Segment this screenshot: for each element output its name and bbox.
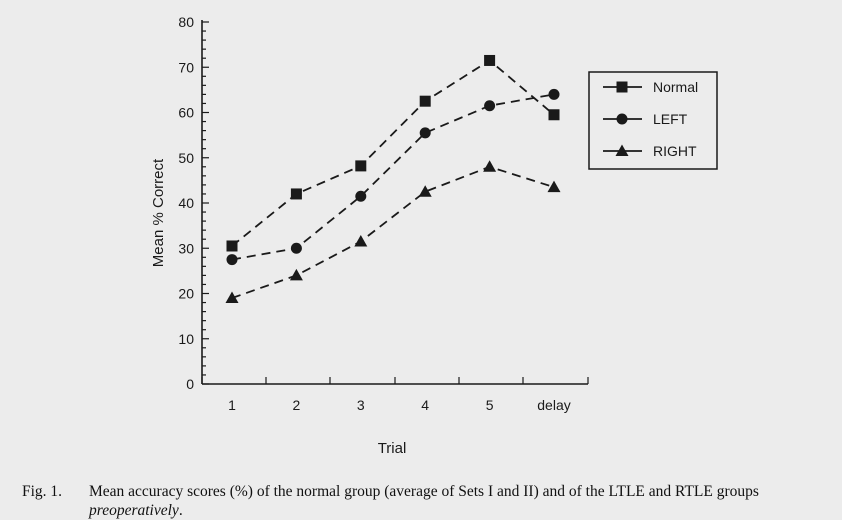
legend-label-normal: Normal <box>653 79 698 95</box>
legend-label-left: LEFT <box>653 111 688 127</box>
legend-box <box>588 71 718 170</box>
data-point-left <box>226 254 238 266</box>
y-tick-label: 80 <box>178 14 194 30</box>
x-tick-label: 2 <box>293 397 301 413</box>
x-tick-label: 5 <box>486 397 494 413</box>
data-point-left <box>419 127 431 139</box>
data-point-left <box>484 100 496 112</box>
x-axis-title: Trial <box>378 440 407 457</box>
caption-number: Fig. 1. <box>22 483 63 500</box>
x-tick-label: 3 <box>357 397 365 413</box>
data-point-left <box>548 88 560 100</box>
series-normal <box>226 54 560 252</box>
y-tick-label: 50 <box>178 150 194 166</box>
y-tick-label: 10 <box>178 331 194 347</box>
x-tick-label: delay <box>537 397 570 413</box>
y-tick-label: 0 <box>186 376 194 392</box>
series-line-left <box>231 93 555 261</box>
data-point-normal <box>548 109 560 121</box>
y-tick-label: 30 <box>178 240 194 256</box>
data-point-right <box>225 291 239 304</box>
data-point-normal <box>290 188 302 200</box>
caption-text: Mean accuracy scores (%) of the normal g… <box>89 482 839 520</box>
data-point-left <box>355 190 367 202</box>
data-point-right <box>354 234 368 247</box>
y-tick-label: 60 <box>178 105 194 121</box>
y-axis-title: Mean % Correct <box>150 158 167 267</box>
y-tick-label: 70 <box>178 59 194 75</box>
caption-text-main: Mean accuracy scores (%) of the normal g… <box>89 483 759 500</box>
series-line-normal <box>231 59 555 247</box>
y-tick-label: 20 <box>178 286 194 302</box>
x-tick-label: 1 <box>228 397 236 413</box>
data-point-normal <box>484 54 496 66</box>
chart-axes: 0 10 20 30 40 50 60 70 80 1 2 3 4 5 delay Trial Mean % C… <box>150 14 589 457</box>
caption-text-end: . <box>178 502 183 519</box>
chart-legend: Normal LEFT RIGHT <box>588 71 718 170</box>
legend-marker-left <box>616 113 628 125</box>
x-tick-label: 4 <box>421 397 429 413</box>
data-point-normal <box>355 160 367 172</box>
caption-text-italic: preoperatively <box>89 502 179 519</box>
y-tick-label: 40 <box>178 195 194 211</box>
series-right <box>225 160 561 304</box>
chart-series <box>225 54 561 304</box>
data-point-normal <box>419 95 431 107</box>
legend-marker-normal <box>616 81 628 93</box>
data-point-normal <box>226 240 238 252</box>
data-point-right <box>547 180 561 193</box>
data-point-right <box>289 268 303 281</box>
line-chart: 0 10 20 30 40 50 60 70 80 1 2 3 4 5 delay Trial Mean % C… <box>150 14 718 457</box>
legend-label-right: RIGHT <box>653 143 697 159</box>
legend-marker-right <box>615 144 629 156</box>
series-line-right <box>231 165 555 299</box>
data-point-right <box>418 185 432 197</box>
data-point-left <box>290 242 302 254</box>
series-left <box>226 88 560 266</box>
data-point-right <box>483 160 497 172</box>
